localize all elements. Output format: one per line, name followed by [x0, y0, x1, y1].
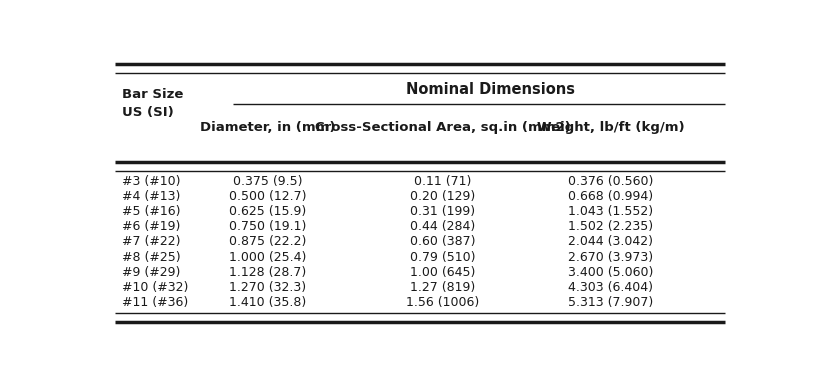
- Text: #3 (#10): #3 (#10): [121, 175, 180, 188]
- Text: 2.670 (3.973): 2.670 (3.973): [568, 251, 653, 264]
- Text: 0.44 (284): 0.44 (284): [410, 220, 474, 233]
- Text: 1.410 (35.8): 1.410 (35.8): [229, 296, 306, 309]
- Text: 0.625 (15.9): 0.625 (15.9): [229, 205, 306, 218]
- Text: 0.31 (199): 0.31 (199): [410, 205, 474, 218]
- Text: 0.750 (19.1): 0.750 (19.1): [229, 220, 306, 233]
- Text: #11 (#36): #11 (#36): [121, 296, 188, 309]
- Text: Weight, lb/ft (kg/m): Weight, lb/ft (kg/m): [536, 121, 684, 134]
- Text: 1.00 (645): 1.00 (645): [410, 266, 474, 279]
- Text: #5 (#16): #5 (#16): [121, 205, 180, 218]
- Text: 0.60 (387): 0.60 (387): [410, 235, 475, 249]
- Text: 5.313 (7.907): 5.313 (7.907): [568, 296, 653, 309]
- Text: #9 (#29): #9 (#29): [121, 266, 179, 279]
- Text: 0.20 (129): 0.20 (129): [410, 190, 474, 203]
- Text: 0.79 (510): 0.79 (510): [410, 251, 475, 264]
- Text: 0.376 (0.560): 0.376 (0.560): [568, 175, 653, 188]
- Text: #4 (#13): #4 (#13): [121, 190, 179, 203]
- Text: Cross-Sectional Area, sq.in (mm2): Cross-Sectional Area, sq.in (mm2): [314, 121, 570, 134]
- Text: 1.56 (1006): 1.56 (1006): [405, 296, 478, 309]
- Text: 1.502 (2.235): 1.502 (2.235): [568, 220, 653, 233]
- Text: #10 (#32): #10 (#32): [121, 281, 188, 294]
- Text: Bar Size
US (SI): Bar Size US (SI): [121, 88, 183, 118]
- Text: 0.11 (71): 0.11 (71): [414, 175, 471, 188]
- Text: 0.375 (9.5): 0.375 (9.5): [233, 175, 302, 188]
- Text: 1.043 (1.552): 1.043 (1.552): [568, 205, 653, 218]
- Text: #7 (#22): #7 (#22): [121, 235, 180, 249]
- Text: 1.27 (819): 1.27 (819): [410, 281, 474, 294]
- Text: 2.044 (3.042): 2.044 (3.042): [568, 235, 653, 249]
- Text: 1.270 (32.3): 1.270 (32.3): [229, 281, 306, 294]
- Text: 3.400 (5.060): 3.400 (5.060): [568, 266, 653, 279]
- Text: 1.128 (28.7): 1.128 (28.7): [229, 266, 306, 279]
- Text: 0.668 (0.994): 0.668 (0.994): [568, 190, 653, 203]
- Text: Diameter, in (mm): Diameter, in (mm): [200, 121, 335, 134]
- Text: 1.000 (25.4): 1.000 (25.4): [229, 251, 306, 264]
- Text: #8 (#25): #8 (#25): [121, 251, 180, 264]
- Text: #6 (#19): #6 (#19): [121, 220, 179, 233]
- Text: Nominal Dimensions: Nominal Dimensions: [405, 82, 574, 97]
- Text: 0.875 (22.2): 0.875 (22.2): [229, 235, 306, 249]
- Text: 0.500 (12.7): 0.500 (12.7): [229, 190, 306, 203]
- Text: 4.303 (6.404): 4.303 (6.404): [568, 281, 653, 294]
